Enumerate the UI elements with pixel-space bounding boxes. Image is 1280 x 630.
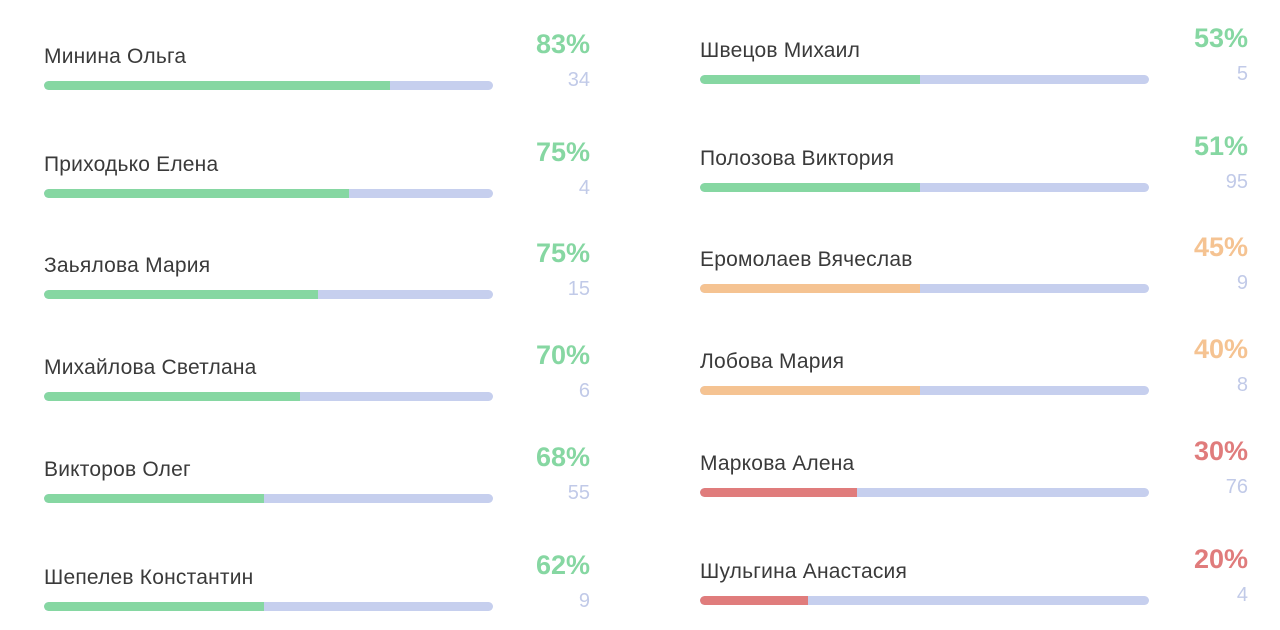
person-name: Лобова Мария (700, 350, 845, 373)
percent-value: 75% (535, 137, 590, 167)
list-item: Шульгина Анастасия 20% 4 (700, 544, 1250, 630)
progress-fill (44, 189, 350, 198)
percent-value: 53% (1193, 23, 1248, 53)
person-name: Швецов Михаил (700, 39, 861, 62)
count-value: 15 (567, 278, 590, 300)
progress-fill (44, 81, 390, 90)
progress-bar (700, 284, 1149, 293)
progress-fill (700, 284, 920, 293)
progress-fill (44, 392, 300, 401)
progress-fill (700, 75, 920, 84)
progress-bar (700, 75, 1149, 84)
progress-fill (700, 596, 808, 605)
progress-bar (44, 392, 493, 401)
percent-value: 45% (1193, 232, 1248, 262)
list-item: Полозова Виктория 51% 95 (700, 131, 1250, 231)
count-value: 55 (567, 482, 590, 504)
progress-fill (700, 386, 920, 395)
list-item: Шепелев Константин 62% 9 (44, 550, 592, 630)
percent-value: 62% (535, 550, 590, 580)
count-value: 9 (578, 590, 590, 612)
count-value: 76 (1225, 476, 1248, 498)
percent-value: 75% (535, 238, 590, 268)
person-name: Маркова Алена (700, 452, 855, 475)
list-item: Викторов Олег 68% 55 (44, 442, 592, 542)
count-value: 9 (1236, 272, 1248, 294)
list-item: Лобова Мария 40% 8 (700, 334, 1250, 434)
person-name: Полозова Виктория (700, 147, 895, 170)
person-name: Шепелев Константин (44, 566, 254, 589)
person-name: Викторов Олег (44, 458, 191, 481)
percent-value: 70% (535, 340, 590, 370)
progress-fill (700, 488, 858, 497)
count-value: 6 (578, 380, 590, 402)
progress-bar (700, 386, 1149, 395)
progress-bar (44, 189, 493, 198)
percent-value: 30% (1193, 436, 1248, 466)
person-name: Заьялова Мария (44, 254, 211, 277)
count-value: 4 (1236, 584, 1248, 606)
progress-fill (44, 602, 264, 611)
list-item: Минина Ольга 83% 34 (44, 29, 592, 129)
count-value: 5 (1236, 63, 1248, 85)
progress-bar (44, 290, 493, 299)
percent-value: 51% (1193, 131, 1248, 161)
list-item: Приходько Елена 75% 4 (44, 137, 592, 237)
person-name: Еромолаев Вячеслав (700, 248, 913, 271)
count-value: 8 (1236, 374, 1248, 396)
progress-bar (700, 596, 1149, 605)
person-name: Шульгина Анастасия (700, 560, 908, 583)
progress-fill (700, 183, 920, 192)
list-item: Заьялова Мария 75% 15 (44, 238, 592, 338)
progress-bar (44, 81, 493, 90)
count-value: 95 (1225, 171, 1248, 193)
progress-bar (700, 488, 1149, 497)
person-name: Михайлова Светлана (44, 356, 257, 379)
list-item: Маркова Алена 30% 76 (700, 436, 1250, 536)
percent-value: 68% (535, 442, 590, 472)
list-item: Еромолаев Вячеслав 45% 9 (700, 232, 1250, 332)
percent-value: 40% (1193, 334, 1248, 364)
count-value: 34 (567, 69, 590, 91)
person-name: Приходько Елена (44, 153, 219, 176)
list-item: Швецов Михаил 53% 5 (700, 23, 1250, 123)
progress-bar (44, 602, 493, 611)
person-name: Минина Ольга (44, 45, 187, 68)
list-item: Михайлова Светлана 70% 6 (44, 340, 592, 440)
progress-fill (44, 494, 264, 503)
count-value: 4 (578, 177, 590, 199)
percent-value: 83% (535, 29, 590, 59)
progress-fill (44, 290, 318, 299)
progress-bar (700, 183, 1149, 192)
progress-bar (44, 494, 493, 503)
percent-value: 20% (1193, 544, 1248, 574)
